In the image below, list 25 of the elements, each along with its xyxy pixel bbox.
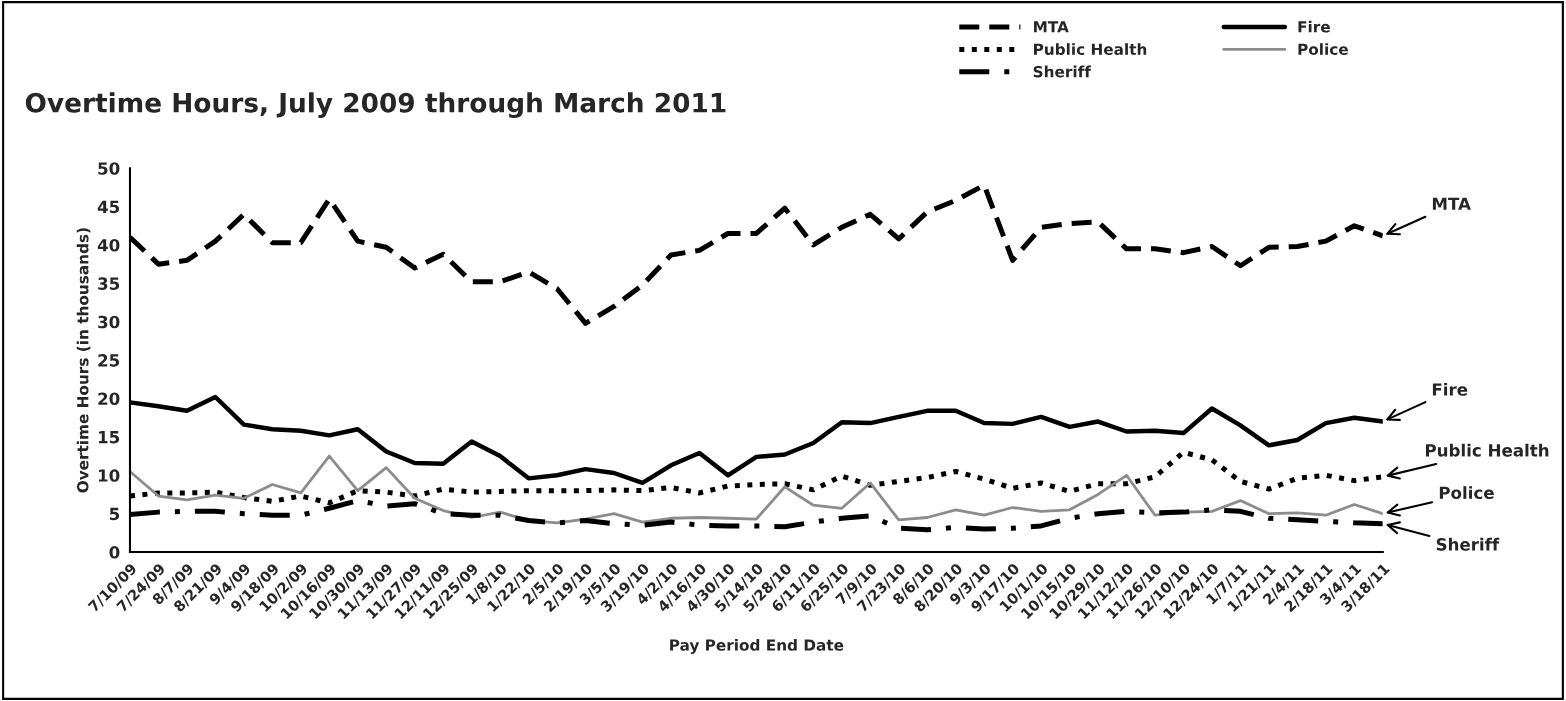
y-tick-label: 50 <box>98 162 120 175</box>
legend-label: MTA <box>1034 21 1069 33</box>
y-tick-label: 5 <box>109 507 120 521</box>
annotation: Sheriff <box>1436 537 1500 551</box>
y-tick-label: 35 <box>98 277 120 290</box>
legend-label: Fire <box>1298 20 1330 33</box>
annotation: Public Health <box>1425 443 1549 457</box>
y-tick-label: 40 <box>97 238 120 252</box>
y-axis-title: Overtime Hours (in thousands) <box>76 228 91 493</box>
y-tick-label: 15 <box>98 431 120 444</box>
y-tick-label: 10 <box>98 469 120 482</box>
chart-title: Overtime Hours, July 2009 through March 2011 <box>25 92 726 119</box>
y-tick-label: 30 <box>98 315 120 329</box>
annotation: MTA <box>1432 197 1471 210</box>
y-tick-label: 0 <box>109 546 120 559</box>
legend-label: Public Health <box>1034 43 1147 56</box>
legend-label: Police <box>1298 43 1348 56</box>
y-tick-label: 45 <box>97 200 120 214</box>
annotation: Fire <box>1432 382 1468 396</box>
annotation: Police <box>1439 486 1494 500</box>
line-series <box>129 454 1383 525</box>
y-tick-label: 20 <box>98 392 120 406</box>
x-axis-title: Pay Period End Date <box>670 638 844 654</box>
y-tick-label: 25 <box>98 354 120 367</box>
legend-label: Sheriff <box>1033 65 1092 78</box>
